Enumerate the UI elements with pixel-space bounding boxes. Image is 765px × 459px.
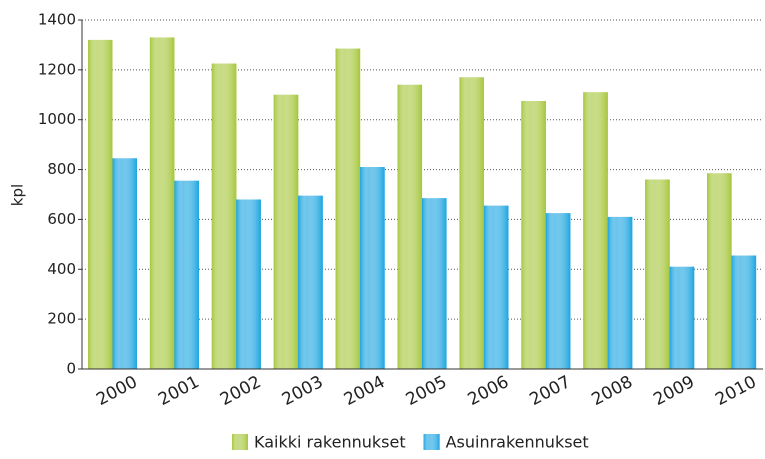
bar-shade [397, 84, 423, 370]
y-tick-label: 1200 [38, 60, 76, 78]
bar-shade [273, 94, 299, 370]
y-tick-label: 1000 [38, 110, 76, 128]
bar-shade [335, 48, 361, 370]
bar-shade [483, 205, 509, 369]
x-tick-label: 2001 [155, 372, 203, 410]
bar-shade [112, 158, 137, 369]
y-tick-label: 800 [47, 160, 76, 178]
bar-shade [174, 180, 199, 369]
bar-shade [88, 39, 113, 369]
x-tick-label: 2004 [341, 372, 389, 410]
bar-shade [211, 63, 237, 369]
bar-shade [149, 37, 175, 369]
bar-shade [607, 216, 633, 369]
y-tick-label: 200 [47, 310, 76, 328]
bar-shade [731, 255, 757, 369]
bar-shade [459, 77, 484, 369]
legend-label: Kaikki rakennukset [254, 433, 406, 452]
y-tick-label: 600 [47, 210, 76, 228]
x-tick-label: 2003 [279, 372, 327, 410]
bar-shade [645, 179, 670, 369]
legend-swatch-shade [232, 434, 248, 450]
x-tick-label: 2009 [650, 372, 698, 410]
y-axis-label: kpl [9, 184, 27, 206]
bar-shade [298, 195, 323, 369]
bar-shade [545, 213, 571, 369]
legend-swatch-shade [423, 434, 440, 450]
x-tick-label: 2000 [93, 372, 141, 410]
y-tick-label: 1400 [38, 11, 76, 29]
y-tick-label: 400 [47, 260, 76, 278]
legend-label: Asuinrakennukset [446, 433, 589, 452]
x-tick-label: 2005 [403, 372, 451, 410]
bar-shade [583, 92, 608, 370]
y-tick-label: 0 [66, 360, 76, 378]
x-tick-label: 2002 [217, 372, 265, 410]
bar-shade [669, 266, 695, 369]
bar-shade [521, 101, 546, 370]
x-tick-label: 2006 [465, 372, 513, 410]
x-tick-label: 2008 [588, 372, 636, 410]
bar-shade [360, 167, 385, 369]
bar-shade [422, 198, 447, 369]
bar-shade [707, 173, 732, 369]
x-tick-label: 2010 [712, 372, 760, 410]
x-tick-label: 2007 [527, 372, 575, 410]
bar-shade [236, 199, 261, 369]
